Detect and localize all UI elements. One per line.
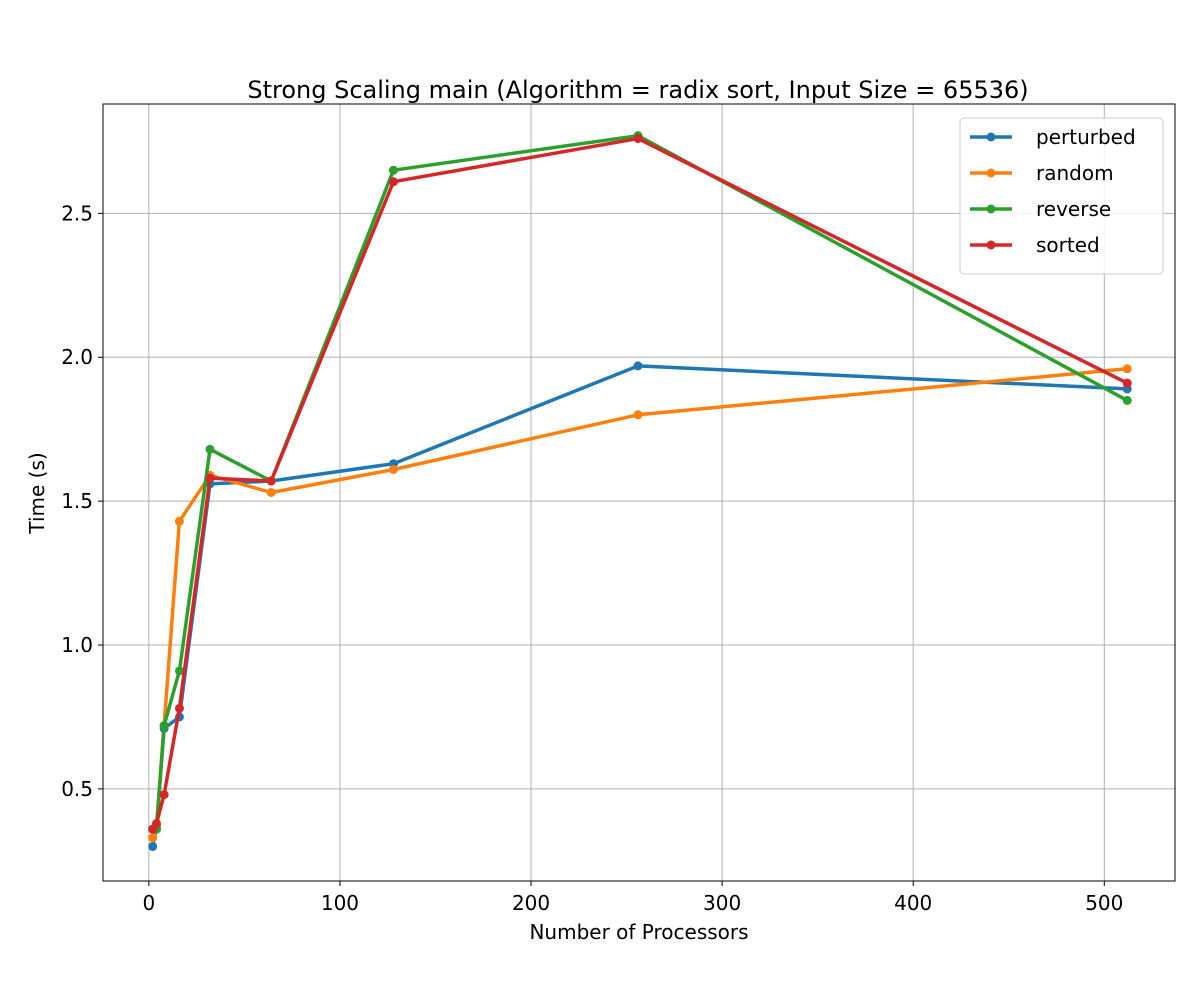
legend-item-random: random <box>970 161 1114 185</box>
y-tick-label: 0.5 <box>61 777 93 801</box>
data-point-reverse <box>1122 395 1132 405</box>
x-axis-label: Number of Processors <box>529 920 748 944</box>
legend-box <box>959 117 1164 275</box>
data-point-random <box>1122 364 1132 374</box>
y-tick-label: 2.0 <box>61 345 93 369</box>
data-point-sorted <box>633 134 643 144</box>
data-point-sorted <box>152 818 162 828</box>
legend-item-sorted: sorted <box>970 233 1100 257</box>
series-layer <box>148 131 1132 851</box>
data-point-sorted <box>159 790 169 800</box>
series-line-random <box>150 367 1129 840</box>
axis-ticks: 0 100 200 300 400 500 0.5 1.0 1.5 2.0 2.5 <box>61 201 1123 915</box>
y-tick-label: 1.5 <box>61 489 93 513</box>
data-point-perturbed <box>633 361 643 371</box>
legend: perturbed random reverse sorted <box>959 117 1164 275</box>
legend-marker <box>986 132 996 142</box>
series-perturbed <box>148 361 1132 851</box>
legend-item-perturbed: perturbed <box>970 125 1136 149</box>
series-sorted <box>148 134 1132 834</box>
plot-frame <box>102 103 1176 882</box>
legend-label: perturbed <box>1036 125 1136 149</box>
legend-item-reverse: reverse <box>970 197 1111 221</box>
y-axis-label: Time (s) <box>25 452 49 534</box>
data-point-perturbed <box>148 841 158 851</box>
x-tick-label: 100 <box>321 891 359 915</box>
legend-label: reverse <box>1036 197 1111 221</box>
x-tick-label: 0 <box>142 891 155 915</box>
data-point-random <box>388 464 398 474</box>
data-point-random <box>174 516 184 526</box>
series-line-perturbed <box>150 364 1129 849</box>
legend-label: random <box>1036 161 1114 185</box>
chart-title: Strong Scaling main (Algorithm = radix s… <box>247 76 1028 104</box>
series-random <box>148 364 1132 843</box>
x-tick-label: 400 <box>894 891 932 915</box>
data-point-random <box>148 833 158 843</box>
data-point-sorted <box>174 703 184 713</box>
data-point-sorted <box>205 473 215 483</box>
data-point-reverse <box>388 165 398 175</box>
legend-marker <box>986 204 996 214</box>
data-point-reverse <box>205 444 215 454</box>
data-point-sorted <box>1122 378 1132 388</box>
x-tick-label: 200 <box>512 891 550 915</box>
x-tick-label: 500 <box>1085 891 1123 915</box>
legend-marker <box>986 168 996 178</box>
x-tick-label: 300 <box>703 891 741 915</box>
data-point-reverse <box>174 666 184 676</box>
y-tick-label: 2.5 <box>61 201 93 225</box>
legend-marker <box>986 240 996 250</box>
y-tick-label: 1.0 <box>61 633 93 657</box>
data-point-reverse <box>159 721 169 731</box>
data-point-random <box>266 488 276 497</box>
data-point-sorted <box>266 476 276 486</box>
legend-label: sorted <box>1036 233 1100 257</box>
data-point-random <box>633 410 643 420</box>
data-point-sorted <box>388 177 398 187</box>
